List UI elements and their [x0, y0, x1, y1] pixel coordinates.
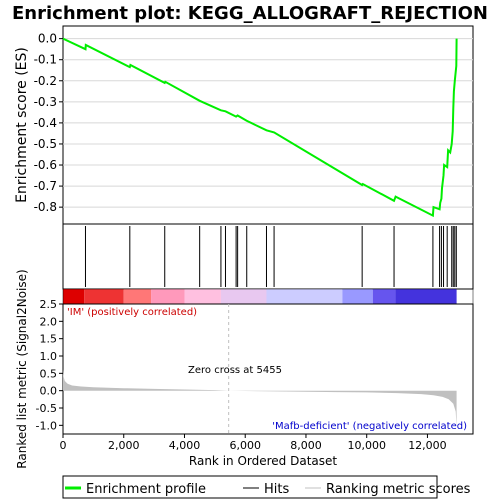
metric-y-tick-label: -0.5: [36, 402, 57, 415]
es-y-tick-label: -0.8: [34, 200, 57, 214]
metric-y-ticks: 2.5 2.0 1.5 1.0 0.5 0.0 -0.5 -1.0: [36, 298, 63, 432]
metric-y-tick-label: 2.0: [40, 315, 58, 328]
metric-x-tick-label: 6,000: [229, 439, 261, 452]
metric-x-label: Rank in Ordered Dataset: [189, 454, 337, 468]
color-bar-segment: [63, 289, 85, 304]
es-y-tick-label: -0.2: [34, 74, 57, 88]
es-panel: 0.0 -0.1 -0.2 -0.3 -0.4 -0.5 -0.6 -0.7 -0.8 Enri…: [14, 25, 474, 225]
legend-frame: [62, 475, 438, 499]
color-bar-segment: [84, 289, 124, 304]
color-bar-segment: [123, 289, 152, 304]
color-bar-segment: [266, 289, 343, 304]
hits-panel: [62, 223, 474, 290]
color-bar-segment: [372, 289, 396, 304]
color-bar-segment: [342, 289, 373, 304]
es-profile-line: [62, 37, 458, 218]
color-bar-segment: [151, 289, 185, 304]
metric-y-tick-label: 1.5: [40, 333, 58, 346]
es-grid: [63, 38, 473, 208]
ranking-color-bar: [62, 288, 474, 305]
metric-y-tick-label: 2.5: [40, 298, 58, 311]
es-y-ticks: 0.0 -0.1 -0.2 -0.3 -0.4 -0.5 -0.6 -0.7 -0.8: [34, 32, 63, 214]
es-y-tick-label: -0.5: [34, 137, 57, 151]
metric-x-tick-label: 0: [60, 439, 67, 452]
metric-y-tick-label: 1.0: [40, 350, 58, 363]
chart-title: Enrichment plot: KEGG_ALLOGRAFT_REJECTIO…: [12, 3, 488, 24]
es-y-tick-label: 0.0: [38, 32, 57, 46]
es-y-tick-label: -0.1: [34, 53, 57, 67]
es-y-label: Enrichment score (ES): [14, 47, 30, 203]
negative-correlation-label: 'Mafb-deficient' (negatively correlated): [272, 421, 467, 432]
hit-marks: [84, 226, 457, 287]
positive-correlation-label: 'IM' (positively correlated): [67, 307, 197, 318]
metric-x-tick-label: 4,000: [169, 439, 201, 452]
es-panel-frame: [62, 25, 474, 225]
color-bar-segment: [184, 289, 221, 304]
metric-x-tick-label: 12,000: [408, 439, 447, 452]
metric-x-tick-label: 10,000: [347, 439, 386, 452]
legend-label: Ranking metric scores: [326, 482, 471, 497]
metric-panel: 2.5 2.0 1.5 1.0 0.5 0.0 -0.5 -1.0 0 2,000 4,000 6,…: [15, 269, 474, 469]
es-y-tick-label: -0.3: [34, 95, 57, 109]
es-y-tick-label: -0.4: [34, 116, 57, 130]
metric-x-ticks: 0 2,000 4,000 6,000 8,000 10,000 12,000: [60, 434, 447, 452]
es-y-tick-label: -0.7: [34, 179, 57, 193]
metric-y-label: Ranked list metric (Signal2Noise): [15, 269, 29, 468]
color-bar-segment: [395, 289, 457, 304]
legend-label: Hits: [264, 482, 289, 497]
zero-cross-annotation: Zero cross at 5455: [188, 365, 282, 376]
metric-panel-frame: [62, 303, 474, 435]
metric-y-tick-label: 0.0: [40, 385, 58, 398]
color-bar-segment: [220, 289, 267, 304]
es-y-tick-label: -0.6: [34, 158, 57, 172]
metric-y-tick-label: -1.0: [36, 419, 57, 432]
metric-x-tick-label: 8,000: [290, 439, 322, 452]
metric-x-tick-label: 2,000: [108, 439, 140, 452]
legend: Enrichment profile Hits Ranking metric sco…: [62, 475, 471, 499]
hits-panel-frame: [62, 223, 474, 290]
legend-label: Enrichment profile: [86, 482, 206, 497]
metric-y-tick-label: 0.5: [40, 367, 58, 380]
